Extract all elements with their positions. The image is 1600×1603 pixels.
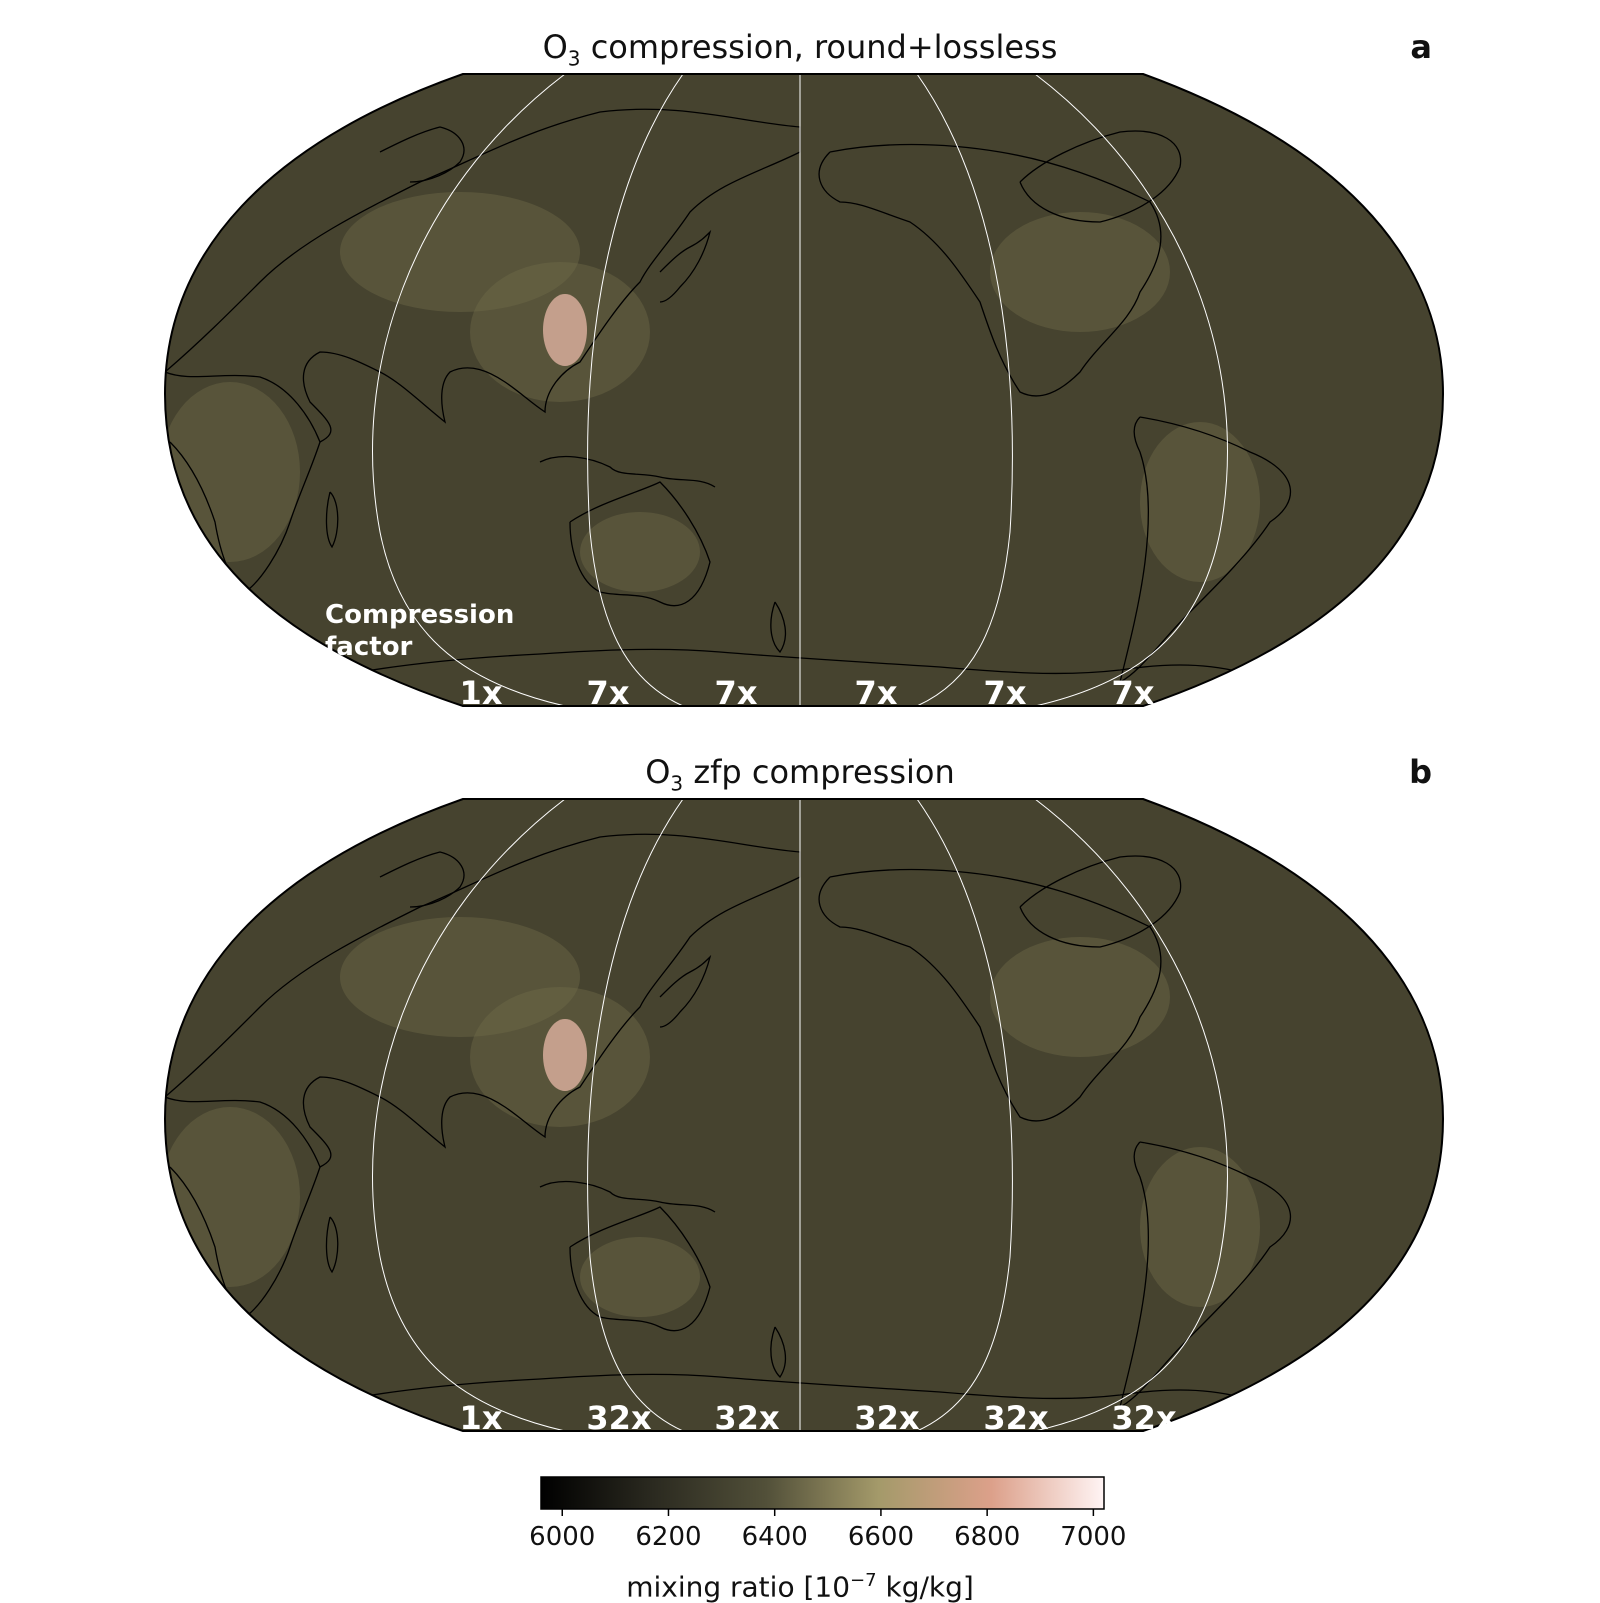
australia-coast [569,1206,711,1332]
land-glow [340,192,580,312]
land-glow [1140,422,1260,582]
antarctica-coast [359,648,1241,675]
land-glow [340,917,580,1037]
north-america-coast [818,868,1162,1122]
colorbar-tick-label: 6000 [529,1522,595,1552]
ozone-hotspot [543,294,587,366]
map-content [165,74,1292,706]
ozone-hotspot [543,1019,587,1091]
scandinavia-coast [379,851,465,908]
greenland-coast [1019,130,1182,223]
colorbar-ticks: 6000 6200 6400 6600 6800 7000 [529,1509,1126,1552]
panel-b-letter: b [1409,753,1432,791]
map-b: 1x 32x 32x 32x 32x 32x [163,798,1445,1437]
map-content [165,799,1292,1431]
indonesia-coast [539,455,716,488]
colorbar-tick-label: 6400 [742,1522,808,1552]
greenland-coast [1019,855,1182,948]
panel-b-title: O3 zfp compression [645,753,955,796]
factor-label-1: 1x [460,674,503,712]
ocean-fill [165,799,1443,1431]
south-america-coast [1119,416,1292,684]
factor-label-3: 32x [714,1399,780,1437]
colorbar-gradient [540,1476,1105,1510]
south-america-coast [1119,1141,1292,1409]
factor-label-5: 7x [984,674,1027,712]
compression-factor-title-line1: Compression [325,600,514,630]
antarctica-coast [359,1373,1241,1400]
ocean-fill [165,74,1443,706]
meridian-line [916,799,1013,1431]
compression-factor-title-line2: factor [325,632,413,662]
land-glow [580,512,700,592]
africa-coast [165,371,321,593]
factor-label-3: 7x [715,674,758,712]
colorbar-tick-label: 6200 [635,1522,701,1552]
land-glow [990,937,1170,1057]
meridian-line [587,799,684,1431]
new-zealand-coast [770,1326,787,1379]
factor-label-2: 32x [586,1399,652,1437]
australia-coast [569,481,711,607]
colorbar-label: mixing ratio [10−7 kg/kg] [626,1570,974,1603]
new-zealand-coast [770,601,787,654]
madagascar-coast [325,1216,339,1274]
map-border [163,798,1445,1432]
meridian-line [1034,799,1228,1431]
land-glow [990,212,1170,332]
map-border [163,73,1445,707]
japan-coast [659,229,712,303]
panel-a-letter: a [1410,28,1432,66]
madagascar-coast [325,491,339,549]
land-glow [165,1107,300,1287]
meridian-line [1034,74,1228,706]
indonesia-coast [539,1180,716,1213]
meridian-line [372,74,566,706]
panel-a: O3 compression, round+lossless a Compres… [0,0,1600,730]
meridian-line [916,74,1013,706]
meridian-line [372,799,566,1431]
colorbar-svg: 6000 6200 6400 6600 6800 7000 [529,1476,1126,1552]
panel-a-title: O3 compression, round+lossless [542,28,1058,71]
panel-b: O3 zfp compression b 1x 32x 32x 32x 32x … [0,725,1600,1455]
factor-label-5: 32x [983,1399,1049,1437]
map-a: Compression factor 1x 7x 7x 7x 7x 7x [163,73,1445,712]
land-glow [1140,1147,1260,1307]
factor-label-1: 1x [460,1399,503,1437]
colorbar: 6000 6200 6400 6600 6800 7000 [0,1465,1600,1600]
scandinavia-coast [379,126,465,183]
land-glow [165,382,300,562]
factor-label-6: 7x [1112,674,1155,712]
north-america-coast [818,143,1162,397]
factor-label-6: 32x [1111,1399,1177,1437]
meridian-line [587,74,684,706]
africa-coast [165,1096,321,1318]
factor-label-4: 32x [854,1399,920,1437]
land-glow [580,1237,700,1317]
factor-label-4: 7x [855,674,898,712]
japan-coast [659,954,712,1028]
colorbar-tick-label: 6600 [848,1522,914,1552]
colorbar-tick-label: 7000 [1060,1522,1126,1552]
factor-label-2: 7x [587,674,630,712]
colorbar-tick-label: 6800 [954,1522,1020,1552]
